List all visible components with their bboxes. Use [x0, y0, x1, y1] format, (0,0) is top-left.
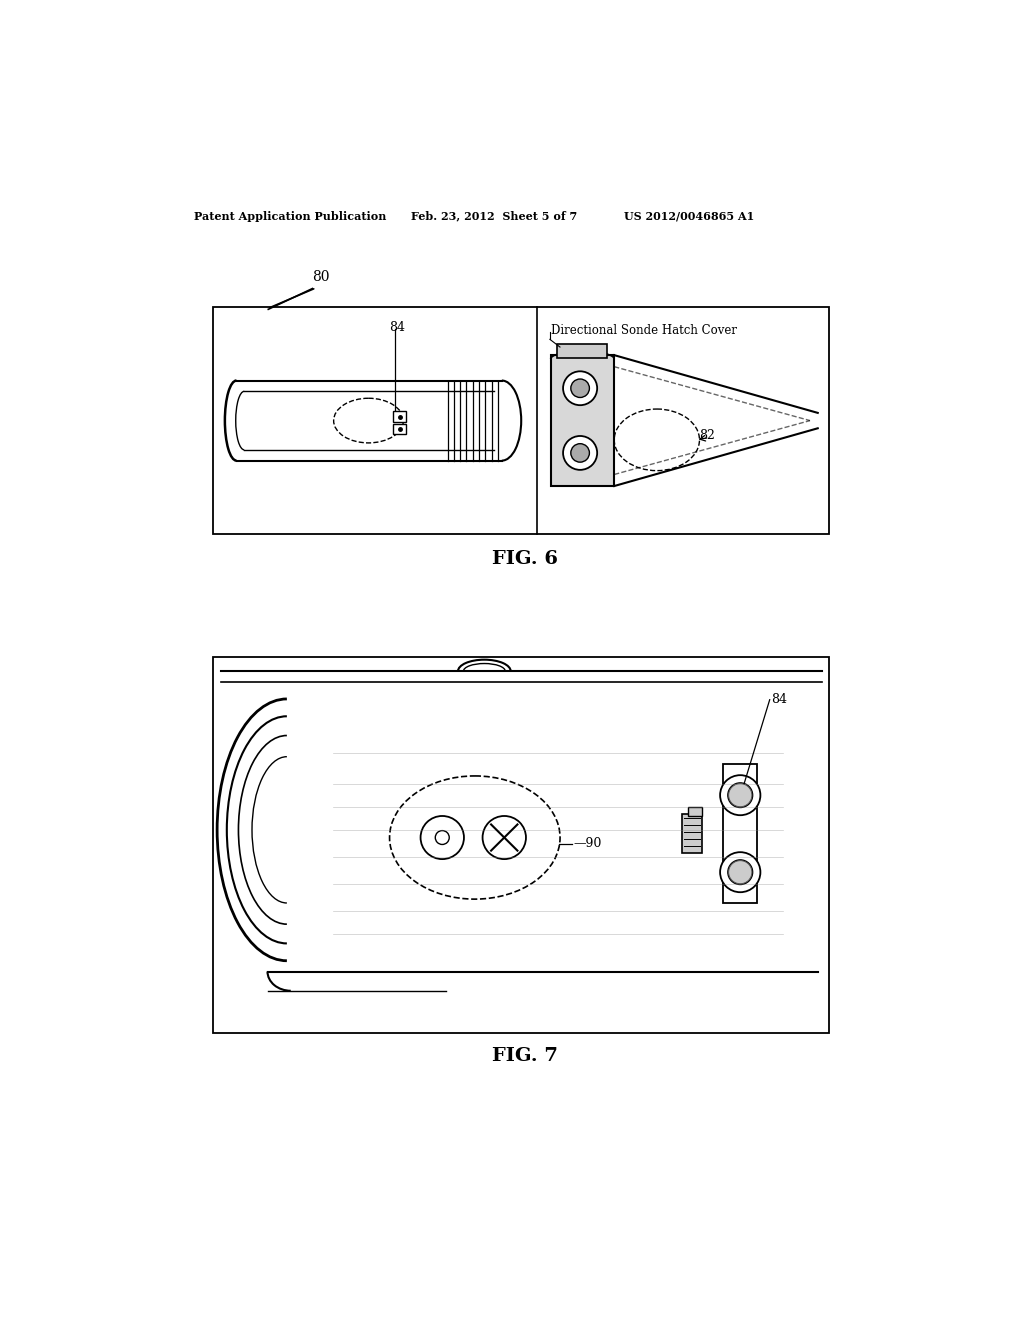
Circle shape — [482, 816, 526, 859]
Bar — [551, 355, 614, 486]
Text: Patent Application Publication: Patent Application Publication — [194, 211, 386, 222]
Bar — [393, 412, 406, 422]
Bar — [557, 345, 607, 358]
Bar — [213, 657, 829, 1034]
Circle shape — [421, 816, 464, 859]
Circle shape — [720, 775, 761, 816]
Text: Directional Sonde Hatch Cover: Directional Sonde Hatch Cover — [551, 323, 736, 337]
Text: 82: 82 — [699, 429, 716, 442]
Polygon shape — [682, 814, 701, 853]
Bar — [723, 764, 758, 903]
Text: Feb. 23, 2012  Sheet 5 of 7: Feb. 23, 2012 Sheet 5 of 7 — [411, 211, 578, 222]
Text: 84: 84 — [389, 321, 404, 334]
Text: 84: 84 — [771, 693, 787, 706]
Text: —90: —90 — [573, 837, 602, 850]
Text: FIG. 6: FIG. 6 — [492, 549, 558, 568]
Circle shape — [563, 371, 597, 405]
Text: US 2012/0046865 A1: US 2012/0046865 A1 — [624, 211, 755, 222]
Circle shape — [570, 444, 590, 462]
Circle shape — [720, 853, 761, 892]
Bar — [687, 807, 701, 816]
Circle shape — [563, 436, 597, 470]
Circle shape — [728, 859, 753, 884]
Text: FIG. 7: FIG. 7 — [492, 1047, 558, 1065]
Bar — [393, 424, 406, 434]
Circle shape — [570, 379, 590, 397]
Text: 80: 80 — [312, 269, 330, 284]
Circle shape — [435, 830, 450, 845]
Bar — [213, 308, 829, 535]
Circle shape — [728, 783, 753, 808]
